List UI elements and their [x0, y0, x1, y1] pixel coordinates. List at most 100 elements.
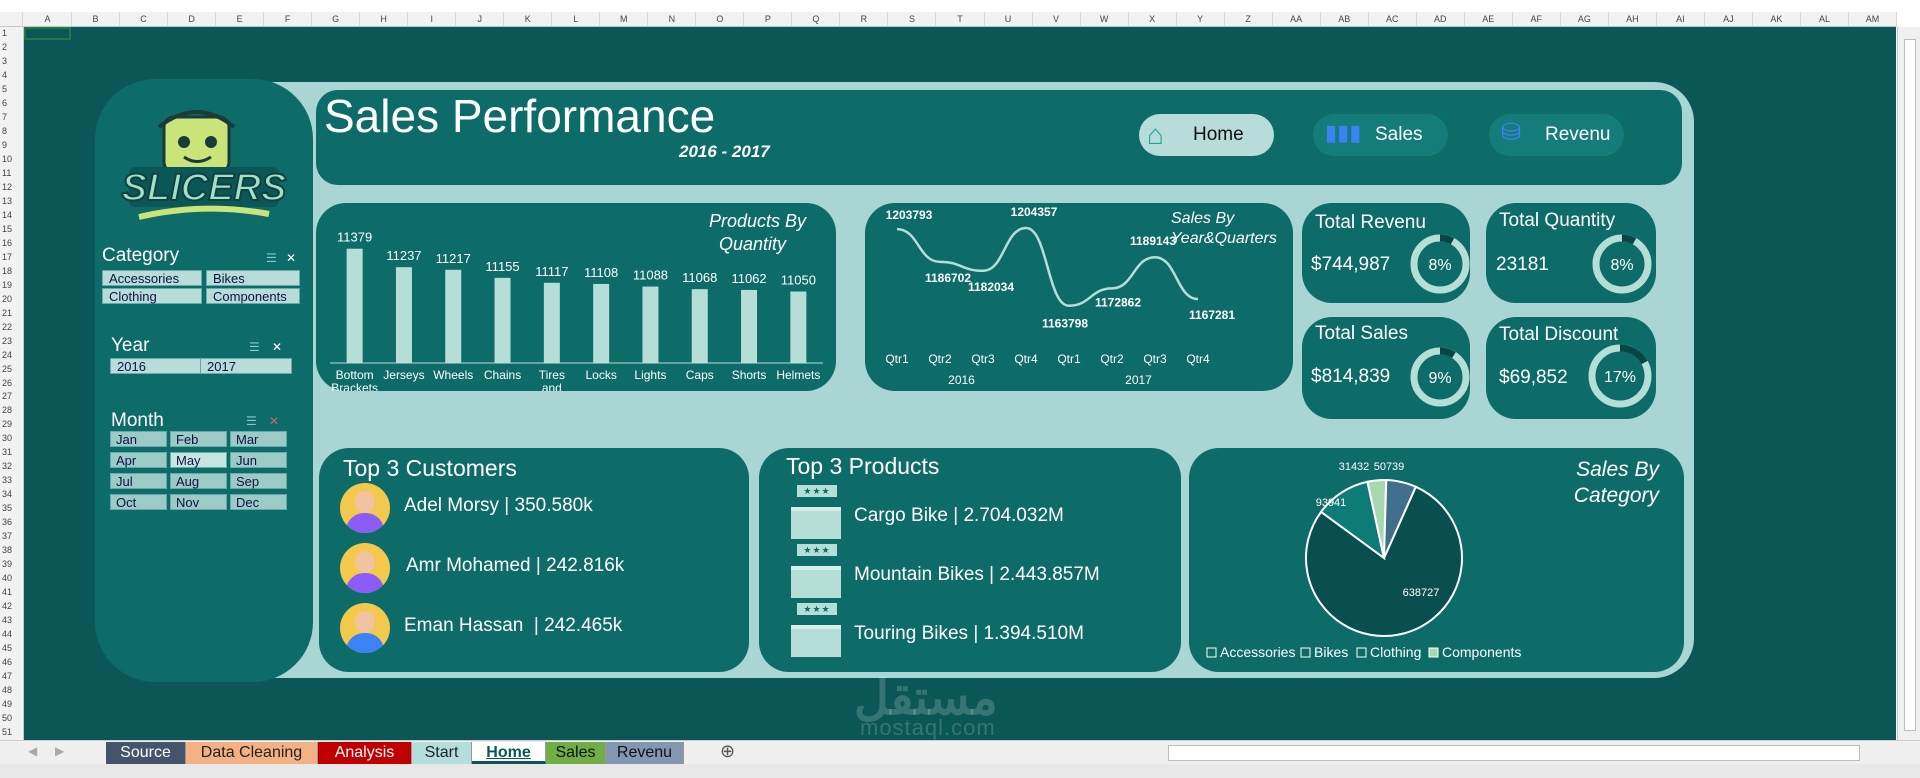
column-header[interactable]: Q — [792, 12, 841, 26]
row-header[interactable]: 34 — [2, 489, 13, 500]
row-header[interactable]: 33 — [2, 475, 13, 486]
row-header[interactable]: 10 — [2, 153, 13, 164]
row-header[interactable]: 30 — [2, 433, 13, 444]
column-header[interactable]: AB — [1321, 12, 1369, 26]
nav-revenu-button[interactable]: ⛁ Revenu — [1489, 114, 1624, 156]
row-header[interactable]: 31 — [2, 447, 13, 458]
row-header[interactable]: 1 — [2, 28, 8, 38]
column-header[interactable]: AF — [1513, 12, 1561, 26]
column-header[interactable]: C — [120, 12, 169, 26]
worksheet-area[interactable]: SLICERS Category ☰ ✕ Accessories Bikes C… — [24, 27, 1896, 740]
slicer-item-oct[interactable]: Oct — [110, 494, 167, 510]
row-header[interactable]: 22 — [2, 321, 13, 332]
row-header[interactable]: 18 — [2, 265, 13, 276]
column-header[interactable]: Z — [1225, 12, 1273, 26]
row-header[interactable]: 23 — [2, 335, 13, 346]
column-header[interactable]: V — [1033, 12, 1081, 26]
column-header[interactable]: A — [24, 12, 73, 26]
row-header[interactable]: 12 — [2, 181, 13, 192]
row-header[interactable]: 45 — [2, 643, 13, 654]
row-header[interactable]: 37 — [2, 531, 13, 542]
selected-cell[interactable] — [24, 27, 71, 40]
tab-data-cleaning[interactable]: Data Cleaning — [186, 742, 318, 764]
row-header[interactable]: 47 — [2, 671, 13, 682]
row-header[interactable]: 15 — [2, 223, 13, 234]
slicer-item-2017[interactable]: 2017 — [200, 358, 292, 374]
clear-filter-icon[interactable]: ✕ — [272, 340, 283, 354]
row-header[interactable]: 17 — [2, 251, 13, 262]
slicer-item-dec[interactable]: Dec — [230, 494, 287, 510]
multi-select-icon[interactable]: ☰ — [249, 340, 260, 354]
slicer-item-clothing[interactable]: Clothing — [102, 288, 202, 304]
column-header[interactable]: AE — [1465, 12, 1513, 26]
column-header[interactable]: M — [600, 12, 649, 26]
column-header[interactable]: P — [744, 12, 793, 26]
row-header[interactable]: 26 — [2, 377, 13, 388]
horizontal-scrollbar[interactable] — [1168, 745, 1860, 761]
column-header[interactable]: Y — [1177, 12, 1225, 26]
nav-home-button[interactable]: ⌂ Home — [1139, 114, 1274, 156]
slicer-item-may[interactable]: May — [170, 452, 227, 468]
select-all-corner[interactable] — [0, 12, 23, 26]
row-header[interactable]: 8 — [2, 125, 8, 136]
row-header[interactable]: 46 — [2, 657, 13, 668]
row-header[interactable]: 21 — [2, 307, 13, 318]
column-header[interactable]: AC — [1369, 12, 1417, 26]
row-header[interactable]: 3 — [2, 55, 8, 66]
scroll-thumb[interactable] — [1904, 39, 1916, 731]
slicer-item-jan[interactable]: Jan — [110, 431, 167, 447]
column-header[interactable]: AI — [1657, 12, 1705, 26]
add-sheet-icon[interactable]: ⊕ — [720, 741, 736, 761]
row-header[interactable]: 25 — [2, 363, 13, 374]
row-header[interactable]: 48 — [2, 685, 13, 696]
slicer-item-2016[interactable]: 2016 — [110, 358, 202, 374]
column-header[interactable]: J — [456, 12, 505, 26]
row-header[interactable]: 6 — [2, 97, 8, 108]
column-header[interactable]: T — [936, 12, 985, 26]
row-header[interactable]: 50 — [2, 713, 13, 724]
row-header[interactable]: 35 — [2, 503, 13, 514]
slicer-item-components[interactable]: Components — [206, 288, 300, 304]
column-header[interactable]: AM — [1849, 12, 1897, 26]
tab-home[interactable]: Home — [472, 742, 546, 764]
tab-scroll-right-icon[interactable]: ▶ — [55, 744, 65, 758]
row-header[interactable]: 43 — [2, 615, 13, 626]
tab-analysis[interactable]: Analysis — [318, 742, 412, 764]
multi-select-icon[interactable]: ☰ — [246, 414, 257, 428]
column-header[interactable]: AG — [1561, 12, 1609, 26]
column-header[interactable]: AL — [1801, 12, 1849, 26]
row-header[interactable]: 2 — [2, 41, 8, 52]
column-header[interactable]: F — [264, 12, 313, 26]
slicer-item-apr[interactable]: Apr — [110, 452, 167, 468]
row-header[interactable]: 32 — [2, 461, 13, 472]
slicer-item-jul[interactable]: Jul — [110, 473, 167, 489]
row-header[interactable]: 19 — [2, 279, 13, 290]
column-header[interactable]: R — [840, 12, 889, 26]
column-header[interactable]: AA — [1273, 12, 1321, 26]
row-header[interactable]: 16 — [2, 237, 13, 248]
row-header[interactable]: 29 — [2, 419, 13, 430]
column-header[interactable]: B — [72, 12, 121, 26]
slicer-item-accessories[interactable]: Accessories — [102, 270, 202, 286]
column-header[interactable]: X — [1129, 12, 1177, 26]
column-header[interactable]: AJ — [1705, 12, 1753, 26]
row-header[interactable]: 4 — [2, 69, 8, 80]
tab-scroll-left-icon[interactable]: ◀ — [28, 744, 38, 758]
row-header[interactable]: 28 — [2, 405, 13, 416]
column-header[interactable]: N — [648, 12, 697, 26]
row-header[interactable]: 5 — [2, 83, 8, 94]
row-header[interactable]: 36 — [2, 517, 13, 528]
tab-sales[interactable]: Sales — [546, 742, 606, 764]
column-header[interactable]: H — [360, 12, 409, 26]
column-header[interactable]: D — [168, 12, 217, 26]
column-header[interactable]: S — [888, 12, 937, 26]
row-header[interactable]: 44 — [2, 629, 13, 640]
column-header[interactable]: U — [985, 12, 1033, 26]
tab-source[interactable]: Source — [106, 742, 186, 764]
row-header[interactable]: 51 — [2, 727, 13, 738]
column-header[interactable]: W — [1081, 12, 1129, 26]
row-header[interactable]: 42 — [2, 601, 13, 612]
row-header[interactable]: 7 — [2, 111, 8, 122]
tab-start[interactable]: Start — [412, 742, 472, 764]
column-header[interactable]: G — [312, 12, 361, 26]
